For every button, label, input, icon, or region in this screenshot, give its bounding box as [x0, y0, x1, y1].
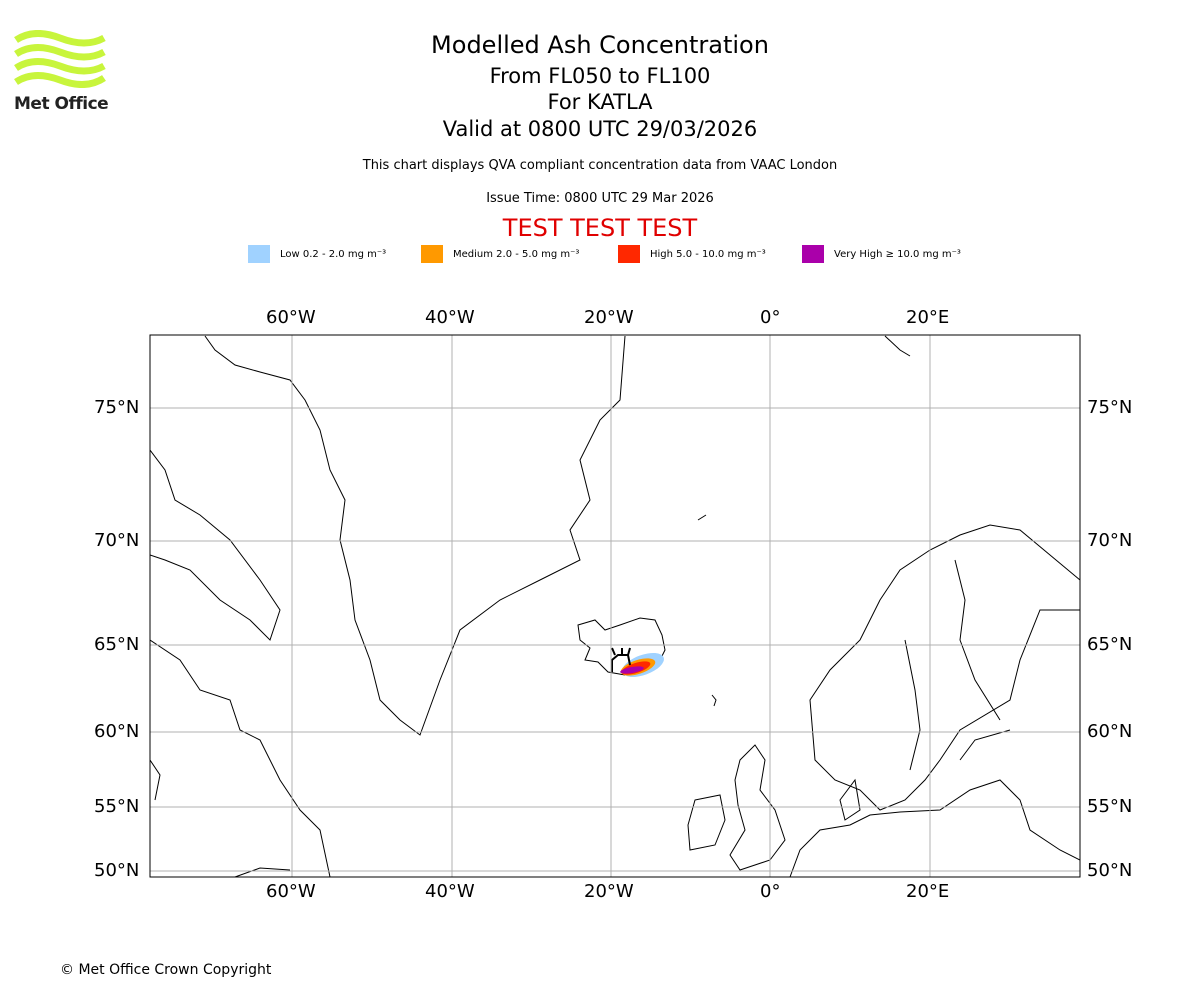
lon-label-top: 20°E [906, 307, 950, 328]
ash-plume [620, 652, 664, 678]
lon-label-top: 0° [760, 307, 781, 328]
lat-label-right: 60°N [1087, 721, 1133, 742]
map-frame [149, 334, 1081, 878]
finland-coast [954, 559, 1001, 721]
lat-label-right: 75°N [1087, 397, 1133, 418]
gridlines [150, 335, 1080, 877]
lon-label-bottom: 0° [760, 881, 781, 902]
lon-label-bottom: 40°W [425, 881, 475, 902]
lat-label-right: 70°N [1087, 530, 1133, 551]
legend-swatch [248, 245, 270, 263]
legend-medium: Medium 2.0 - 5.0 mg m⁻³ [421, 245, 579, 263]
legend-high: High 5.0 - 10.0 mg m⁻³ [618, 245, 766, 263]
baltic [959, 729, 1011, 761]
copyright: © Met Office Crown Copyright [60, 962, 272, 978]
volcano-marker [611, 647, 631, 672]
logo-text: Met Office [14, 94, 109, 114]
lat-label-left: 70°N [94, 530, 140, 551]
chart-note: This chart displays QVA compliant concen… [362, 158, 838, 173]
legend-swatch [618, 245, 640, 263]
legend-very-high: Very High ≥ 10.0 mg m⁻³ [802, 245, 961, 263]
legend-label: Medium 2.0 - 5.0 mg m⁻³ [453, 248, 580, 260]
lat-label-right: 55°N [1087, 796, 1133, 817]
faroe [711, 694, 717, 707]
sweden-coast [904, 639, 921, 771]
svalbard [884, 335, 911, 357]
norway-sweden [809, 524, 1080, 811]
canada-labrador [150, 639, 331, 877]
valid-time: Valid at 0800 UTC 29/03/2026 [442, 117, 758, 141]
chart-title: Modelled Ash Concentration [431, 31, 769, 59]
newfoundland [150, 759, 161, 801]
lon-label-top: 20°W [584, 307, 634, 328]
legend-swatch [802, 245, 824, 263]
issue-time: Issue Time: 0800 UTC 29 Mar 2026 [486, 191, 714, 206]
nova-scotia [234, 867, 291, 877]
legend-low: Low 0.2 - 2.0 mg m⁻³ [248, 245, 386, 263]
lat-label-right: 50°N [1087, 860, 1133, 881]
lon-label-bottom: 60°W [266, 881, 316, 902]
legend-swatch [421, 245, 443, 263]
test-banner: TEST TEST TEST [502, 214, 698, 242]
volcano-name: For KATLA [547, 90, 653, 114]
lat-label-left: 50°N [94, 860, 140, 881]
coastlines [150, 335, 1080, 877]
legend-label: Low 0.2 - 2.0 mg m⁻³ [280, 248, 387, 260]
met-office-logo: Met Office [14, 30, 109, 114]
flight-levels: From FL050 to FL100 [489, 64, 711, 88]
lat-label-left: 75°N [94, 397, 140, 418]
legend-label: Very High ≥ 10.0 mg m⁻³ [834, 248, 961, 260]
lon-label-top: 40°W [425, 307, 475, 328]
lat-label-left: 60°N [94, 721, 140, 742]
greenland [204, 335, 626, 736]
europe [789, 779, 1080, 877]
met-office-wave-icon [14, 30, 106, 88]
lon-label-bottom: 20°W [584, 881, 634, 902]
lon-label-bottom: 20°E [906, 881, 950, 902]
canada-north [150, 449, 281, 641]
lat-label-right: 65°N [1087, 634, 1133, 655]
lat-label-left: 55°N [94, 796, 140, 817]
jan-mayen [697, 514, 707, 521]
legend-label: High 5.0 - 10.0 mg m⁻³ [650, 248, 766, 260]
lat-label-left: 65°N [94, 634, 140, 655]
ireland [687, 794, 726, 851]
lon-label-top: 60°W [266, 307, 316, 328]
denmark [839, 778, 861, 821]
